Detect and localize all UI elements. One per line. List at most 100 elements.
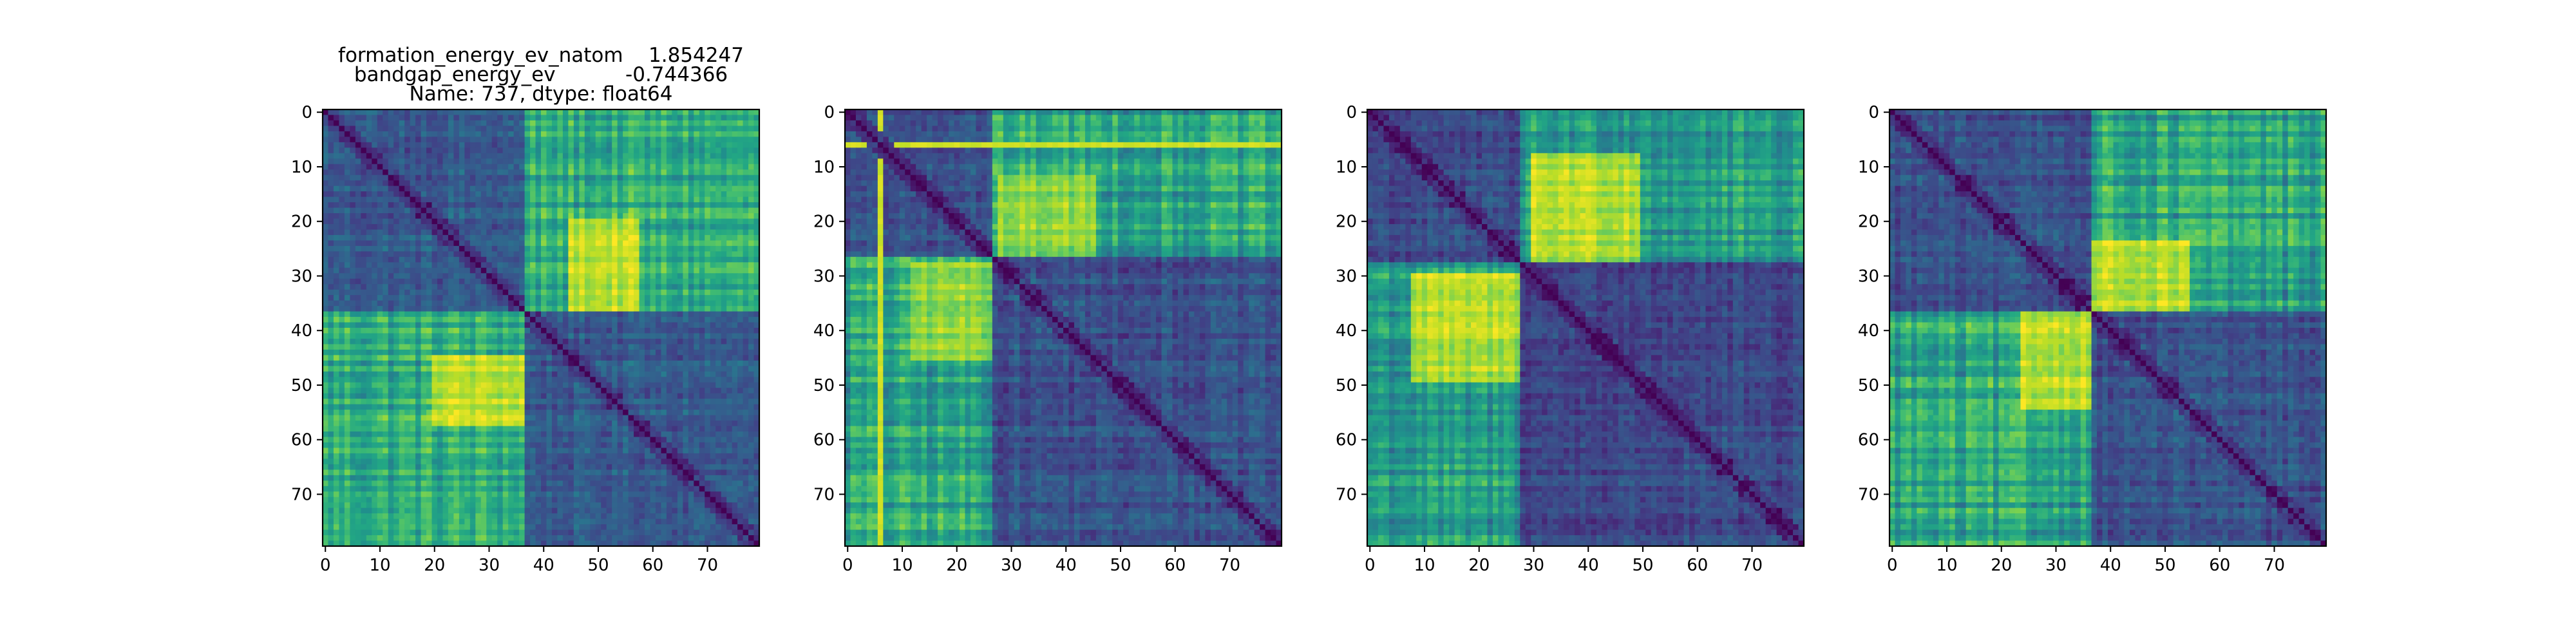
heatmap-cell (437, 240, 444, 247)
heatmap-cell (480, 349, 487, 355)
heatmap-cell (475, 180, 482, 187)
heatmap-cell (655, 377, 662, 383)
heatmap-cell (399, 234, 405, 241)
heatmap-cell (486, 311, 493, 317)
heatmap-cell (508, 295, 515, 301)
heatmap-cell (601, 256, 607, 263)
heatmap-cell (355, 284, 361, 290)
heatmap-cell (530, 306, 536, 312)
heatmap-cell (339, 360, 345, 366)
heatmap-cell (606, 196, 612, 203)
heatmap-cell (530, 164, 536, 170)
heatmap-cell (344, 295, 350, 301)
heatmap-cell (339, 267, 345, 274)
heatmap-cell (448, 147, 454, 154)
heatmap-cell (737, 131, 744, 137)
heatmap-cell (377, 262, 383, 269)
heatmap-cell (683, 333, 689, 339)
heatmap-cell (541, 295, 547, 301)
heatmap-cell (743, 126, 749, 132)
heatmap-cell (715, 120, 722, 127)
heatmap-cell (333, 278, 340, 285)
heatmap-cell (628, 256, 634, 263)
heatmap-cell (486, 377, 493, 383)
heatmap-cell (497, 317, 504, 323)
heatmap-cell (737, 267, 744, 274)
heatmap-cell (645, 120, 651, 127)
heatmap-cell (748, 147, 755, 154)
heatmap-cell (328, 393, 334, 399)
heatmap-cell (688, 126, 694, 132)
heatmap-cell (393, 382, 400, 388)
heatmap-cell (628, 196, 634, 203)
heatmap-cell (666, 289, 672, 296)
heatmap-cell (475, 169, 482, 176)
heatmap-cell (694, 442, 700, 449)
heatmap-cell (705, 213, 711, 220)
heatmap-cell (541, 245, 547, 252)
heatmap-cell (410, 218, 416, 225)
heatmap-cell (748, 142, 755, 148)
heatmap-cell (732, 256, 738, 263)
heatmap-cell (601, 126, 607, 132)
heatmap-cell (388, 207, 394, 214)
heatmap-cell (661, 234, 667, 241)
heatmap-cell (535, 142, 542, 148)
heatmap-cell (568, 382, 574, 388)
heatmap-cell (710, 185, 716, 192)
heatmap-cell (339, 410, 345, 416)
heatmap-cell (491, 245, 498, 252)
heatmap-cell (372, 442, 378, 449)
heatmap-cell (541, 371, 547, 377)
heatmap-cell (655, 404, 662, 410)
heatmap-cell (650, 388, 656, 394)
heatmap-cell (426, 399, 433, 405)
heatmap-cell (551, 322, 558, 328)
heatmap-cell (480, 251, 487, 258)
heatmap-cell (606, 431, 612, 438)
heatmap-cell (339, 317, 345, 323)
heatmap-cell (601, 153, 607, 159)
heatmap-cell (535, 196, 542, 203)
heatmap-cell (732, 289, 738, 296)
heatmap-cell (699, 377, 705, 383)
heatmap-cell (672, 218, 678, 225)
heatmap-cell (480, 317, 487, 323)
heatmap-cell (546, 180, 553, 187)
heatmap-cell (606, 306, 612, 312)
heatmap-cell (753, 415, 760, 421)
heatmap-cell (372, 431, 378, 438)
heatmap-cell (732, 213, 738, 220)
heatmap-cell (579, 311, 585, 317)
heatmap-cell (715, 426, 722, 432)
heatmap-cell (590, 267, 596, 274)
heatmap-cell (328, 109, 334, 116)
heatmap-cell (453, 213, 460, 220)
heatmap-cell (573, 251, 580, 258)
heatmap-cell (388, 142, 394, 148)
heatmap-cell (448, 355, 454, 361)
heatmap-cell (683, 317, 689, 323)
heatmap-cell (601, 333, 607, 339)
heatmap-cell (688, 229, 694, 236)
heatmap-cell (519, 109, 526, 116)
heatmap-cell (355, 213, 361, 220)
heatmap-cell (377, 207, 383, 214)
heatmap-cell (721, 153, 727, 159)
heatmap-cell (366, 421, 372, 427)
heatmap-cell (694, 399, 700, 405)
heatmap-cell (617, 223, 623, 231)
heatmap-cell (677, 147, 683, 154)
heatmap-cell (393, 410, 400, 416)
heatmap-cell (464, 442, 471, 449)
heatmap-cell (661, 333, 667, 339)
heatmap-cell (634, 234, 640, 241)
heatmap-cell (491, 355, 498, 361)
heatmap-cell (677, 191, 683, 198)
heatmap-cell (469, 191, 476, 198)
heatmap-cell (524, 191, 531, 198)
heatmap-cell (546, 382, 553, 388)
heatmap-cell (655, 410, 662, 416)
heatmap-cell (410, 240, 416, 247)
heatmap-cell (442, 328, 449, 334)
